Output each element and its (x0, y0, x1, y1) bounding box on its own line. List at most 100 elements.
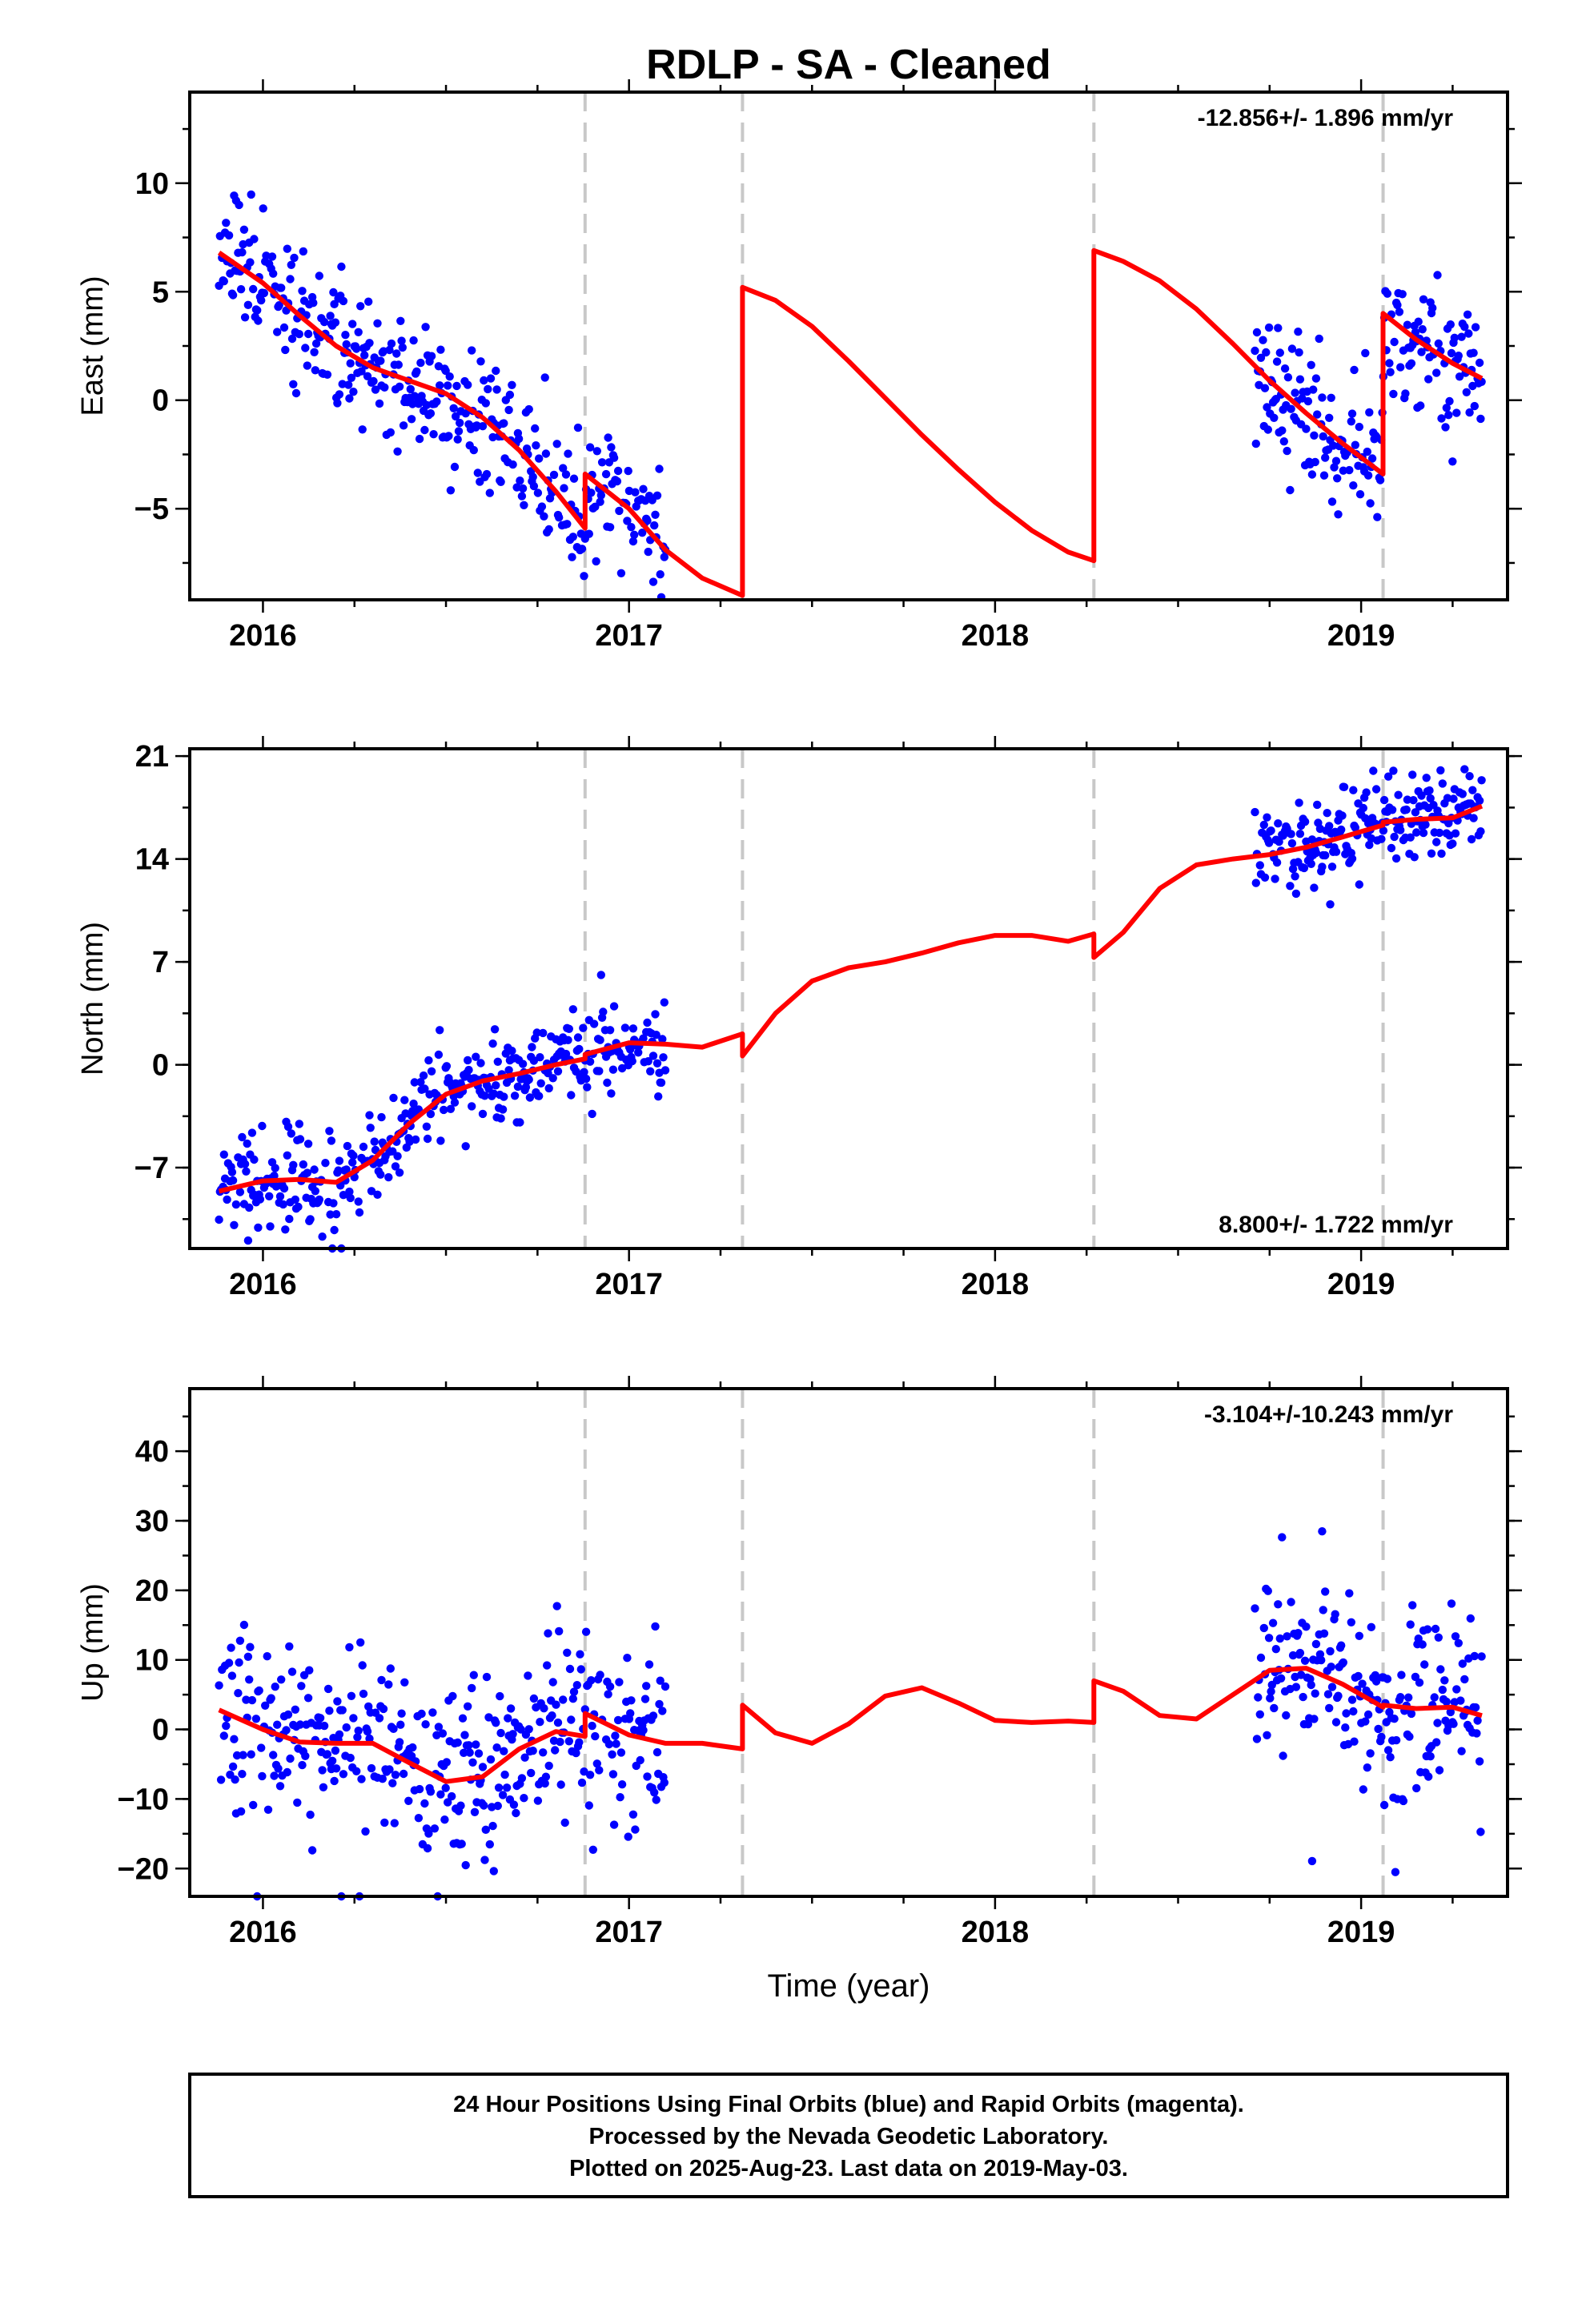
data-point (444, 381, 452, 390)
data-point (1457, 332, 1466, 341)
data-point (311, 1187, 319, 1196)
data-point (380, 383, 389, 392)
data-point (1391, 854, 1401, 863)
data-point (234, 1689, 243, 1698)
rate-label-up: -3.104+/-10.243 mm/yr (1204, 1401, 1453, 1428)
x-axis-label: Time (year) (768, 1968, 930, 2004)
data-point (616, 1748, 626, 1757)
data-point (596, 971, 605, 979)
y-tick-label: 40 (135, 1435, 169, 1469)
data-point (1311, 1639, 1321, 1649)
data-point (273, 328, 282, 336)
data-point (310, 348, 319, 356)
data-point (285, 1214, 294, 1224)
data-point (367, 1763, 376, 1773)
data-point (1355, 422, 1364, 432)
data-point (1351, 823, 1360, 832)
data-point (552, 1602, 561, 1610)
data-point (306, 1810, 315, 1819)
data-point (424, 1829, 433, 1838)
data-point (469, 1671, 478, 1679)
data-point (1401, 389, 1410, 398)
data-point (421, 323, 430, 332)
data-point (257, 296, 266, 305)
data-point (520, 501, 528, 509)
data-point (1452, 408, 1461, 417)
data-point (432, 397, 441, 406)
data-point (607, 1089, 616, 1098)
data-point (243, 1236, 253, 1245)
data-point (1390, 832, 1399, 842)
data-point (269, 1751, 278, 1759)
data-point (624, 1832, 632, 1841)
data-point (1350, 365, 1359, 375)
data-point (428, 1708, 437, 1717)
data-point (258, 1771, 267, 1781)
data-point (1432, 1738, 1441, 1747)
data-point (427, 352, 436, 360)
data-point (449, 404, 458, 412)
data-point (1266, 1694, 1275, 1703)
data-point (543, 1661, 552, 1670)
data-point (1460, 1675, 1469, 1684)
data-point (489, 1867, 498, 1876)
data-point (228, 1762, 238, 1771)
data-point (595, 1766, 604, 1775)
data-point (1383, 1746, 1393, 1755)
data-point (1450, 333, 1460, 342)
data-point (585, 1057, 595, 1066)
data-point (450, 1098, 460, 1107)
data-point (1471, 1703, 1480, 1712)
data-point (1396, 363, 1405, 372)
data-point (1399, 1796, 1408, 1806)
data-point (1334, 510, 1343, 519)
data-point (468, 346, 476, 355)
data-point (1254, 1693, 1263, 1702)
data-point (255, 1686, 263, 1695)
data-point (1264, 323, 1274, 332)
data-point (656, 1078, 666, 1088)
data-point (611, 1731, 620, 1740)
data-point (1470, 401, 1480, 411)
data-point (1279, 437, 1289, 446)
data-point (1311, 374, 1321, 383)
data-point (1319, 1629, 1329, 1638)
data-point (335, 1156, 344, 1165)
data-point (243, 300, 253, 309)
data-point (303, 1168, 311, 1177)
data-point (484, 384, 492, 394)
data-point (1345, 465, 1354, 475)
data-point (1272, 858, 1282, 867)
data-point (1331, 1610, 1339, 1618)
data-point (353, 1733, 362, 1742)
data-point (287, 1667, 297, 1676)
data-point (1430, 1693, 1439, 1702)
data-point (1349, 1707, 1358, 1716)
data-point (615, 506, 624, 516)
axes-frame (188, 1387, 1509, 1898)
data-point (486, 374, 496, 383)
data-point (1267, 826, 1275, 835)
data-point (1318, 1527, 1327, 1536)
data-point (331, 1210, 341, 1219)
data-point (588, 1109, 596, 1119)
data-point (1442, 404, 1452, 412)
data-point (496, 1691, 504, 1701)
data-point (1475, 1757, 1484, 1766)
x-tick-label: 2016 (229, 1268, 297, 1301)
data-point (1323, 809, 1331, 818)
data-point (643, 1018, 652, 1027)
data-point (585, 443, 595, 452)
data-point (315, 1195, 323, 1204)
data-point (345, 1187, 354, 1196)
data-point (1437, 849, 1446, 858)
data-point (469, 445, 478, 455)
data-point (303, 329, 313, 339)
data-point (358, 1661, 367, 1670)
data-point (615, 1678, 624, 1687)
data-point (1408, 1601, 1417, 1610)
data-point (627, 523, 636, 532)
data-point (1349, 481, 1358, 490)
data-point (242, 1167, 251, 1176)
data-point (1411, 1672, 1420, 1682)
